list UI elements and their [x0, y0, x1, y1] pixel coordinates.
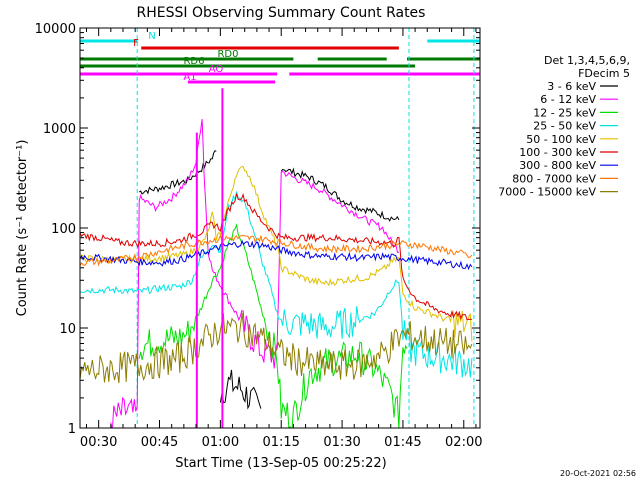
x-tick-label-0: 00:30 [80, 435, 117, 450]
x-tick-label-1: 00:45 [141, 435, 178, 450]
footer-date: 20-Oct-2021 02:56 [560, 469, 636, 478]
y-tick-label-2: 100 [51, 222, 76, 237]
legend-label-4: 50 - 100 keV [526, 133, 596, 146]
series-line-0 [138, 150, 400, 410]
flag-label-1: F [133, 38, 139, 49]
series-line-4 [80, 166, 473, 342]
legend-title-1: Det 1,3,4,5,6,9, [544, 54, 630, 67]
x-tick-label-3: 01:15 [262, 435, 299, 450]
series-line-1 [110, 118, 400, 428]
legend-label-1: 6 - 12 keV [540, 93, 596, 106]
legend-label-6: 300 - 800 keV [519, 159, 596, 172]
x-tick-label-5: 01:45 [384, 435, 421, 450]
flag-bars: NF RD0 RD6 AO A1 [80, 31, 480, 84]
legend-label-5: 100 - 300 keV [519, 146, 596, 159]
series-line-5 [80, 192, 472, 321]
flag-label-5: A1 [183, 72, 196, 83]
axes: 1 10 100 1000 10000 00:30 00:45 01:00 01:15 01:30… [35, 22, 483, 450]
x-axis-label: Start Time (13-Sep-05 00:25:22) [175, 456, 386, 471]
series-line-7 [80, 234, 473, 267]
x-tick-label-4: 01:30 [323, 435, 360, 450]
flag-label-3: RD6 [183, 56, 204, 67]
legend-label-8: 7000 - 15000 keV [498, 186, 596, 199]
chart-title: RHESSI Observing Summary Count Rates [137, 5, 426, 21]
legend-label-7: 800 - 7000 keV [512, 172, 596, 185]
legend-label-2: 12 - 25 keV [533, 106, 596, 119]
y-tick-label-0: 1 [68, 422, 76, 437]
series-line-8 [80, 312, 473, 384]
flag-label-0: N [148, 31, 155, 42]
legend-label-3: 25 - 50 keV [533, 120, 596, 133]
series-line-6 [80, 239, 473, 271]
legend-title-2: FDecim 5 [578, 67, 630, 80]
x-tick-label-6: 02:00 [445, 435, 482, 450]
y-axis-label: Count Rate (s⁻¹ detector⁻¹) [15, 140, 30, 317]
x-tick-label-2: 01:00 [202, 435, 239, 450]
y-tick-label-4: 10000 [35, 22, 76, 37]
y-tick-label-1: 10 [59, 322, 76, 337]
series-line-2 [138, 223, 408, 428]
legend-label-0: 3 - 6 keV [547, 80, 596, 93]
plot-area [80, 28, 475, 428]
series-line-3 [80, 191, 473, 378]
y-tick-label-3: 1000 [43, 122, 76, 137]
flag-label-2: RD0 [217, 49, 238, 60]
flag-label-4: AO [209, 64, 224, 75]
